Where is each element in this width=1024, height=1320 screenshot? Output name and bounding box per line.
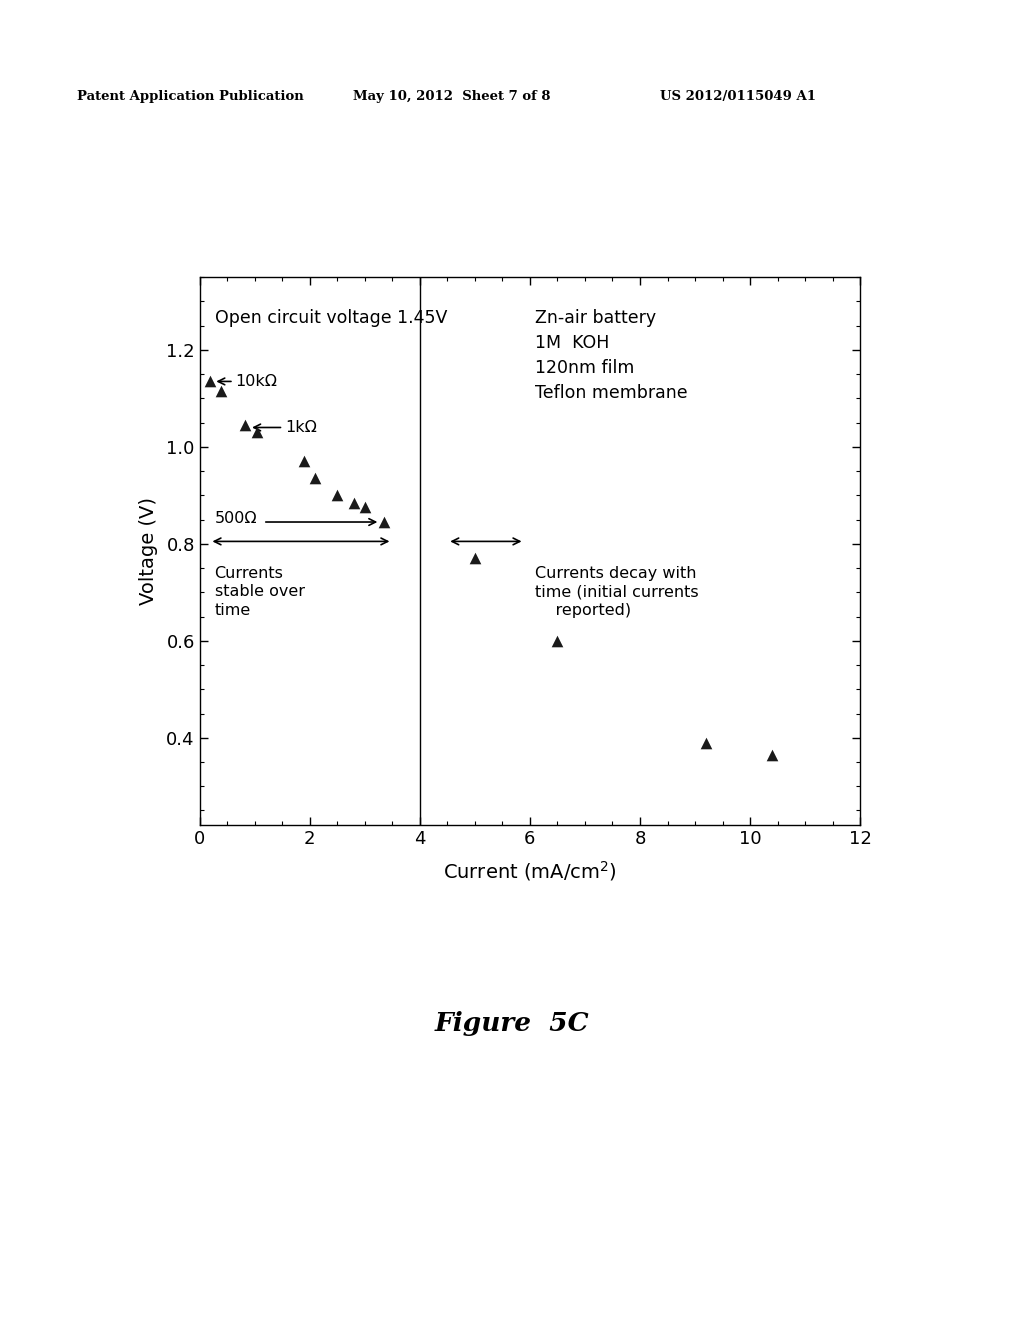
Point: [249, 422, 265, 444]
Point: [376, 511, 392, 532]
Point: [202, 371, 218, 392]
Y-axis label: Voltage (V): Voltage (V): [139, 498, 158, 605]
Text: 500Ω: 500Ω: [215, 511, 257, 525]
Point: [764, 744, 780, 766]
Text: Currents decay with
time (initial currents
    reported): Currents decay with time (initial curren…: [536, 566, 699, 618]
Point: [467, 548, 483, 569]
Point: [549, 630, 565, 651]
Text: Open circuit voltage 1.45V: Open circuit voltage 1.45V: [215, 309, 446, 327]
Text: Zn-air battery
1M  KOH
120nm film
Teflon membrane: Zn-air battery 1M KOH 120nm film Teflon …: [536, 309, 688, 401]
Text: May 10, 2012  Sheet 7 of 8: May 10, 2012 Sheet 7 of 8: [353, 90, 551, 103]
Text: US 2012/0115049 A1: US 2012/0115049 A1: [660, 90, 816, 103]
Point: [307, 467, 324, 488]
Text: Figure  5C: Figure 5C: [434, 1011, 590, 1035]
Text: Patent Application Publication: Patent Application Publication: [77, 90, 303, 103]
Text: 1kΩ: 1kΩ: [286, 420, 317, 436]
Point: [212, 380, 228, 401]
Text: 10kΩ: 10kΩ: [236, 374, 278, 389]
X-axis label: Current (mA/cm$^2$): Current (mA/cm$^2$): [443, 859, 616, 883]
Point: [296, 451, 312, 473]
Point: [346, 492, 362, 513]
Point: [329, 484, 345, 506]
Point: [698, 733, 715, 754]
Point: [356, 496, 373, 517]
Point: [237, 414, 253, 436]
Text: Currents
stable over
time: Currents stable over time: [215, 566, 304, 618]
